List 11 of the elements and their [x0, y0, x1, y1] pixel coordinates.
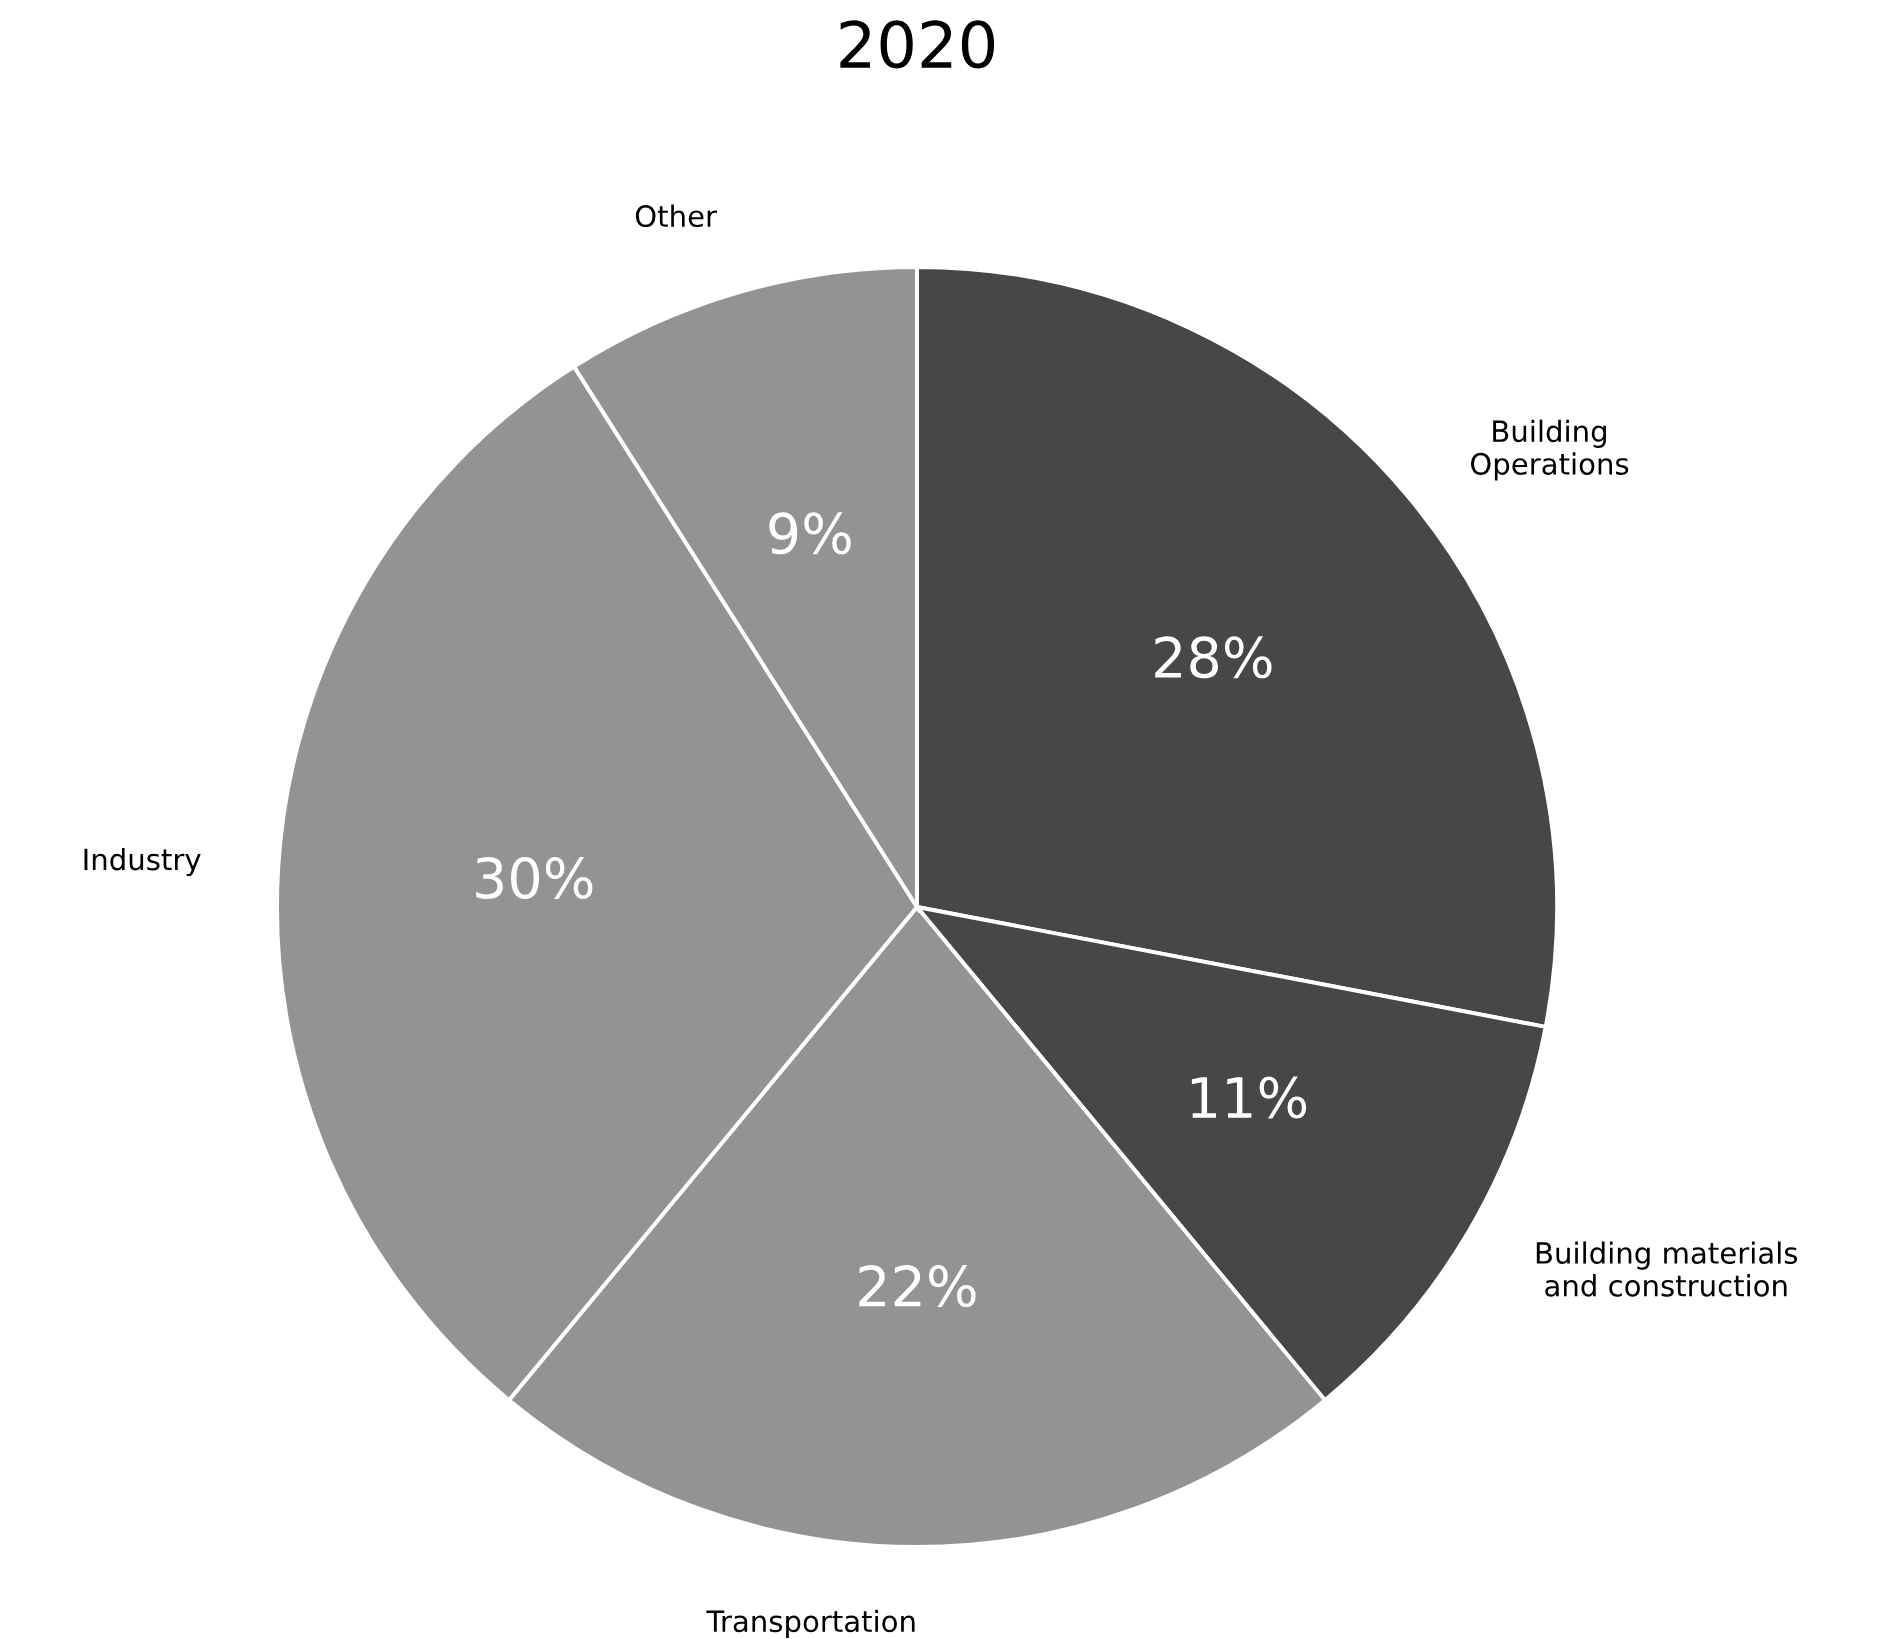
- data-label: 28%: [1155, 636, 1272, 679]
- data-label: 11%: [1191, 1076, 1307, 1119]
- slice-label: Transportation: [706, 1609, 915, 1638]
- slice-label: Building Operations: [1470, 419, 1629, 481]
- chart-title: 2020: [840, 20, 995, 69]
- data-label: 30%: [476, 856, 593, 900]
- slice-label: Other: [635, 204, 718, 228]
- data-label: 22%: [859, 1265, 976, 1308]
- data-label: 9%: [769, 512, 851, 555]
- slice-label: Building materials and construction: [1536, 1241, 1798, 1297]
- slice-label: Industry: [84, 847, 201, 877]
